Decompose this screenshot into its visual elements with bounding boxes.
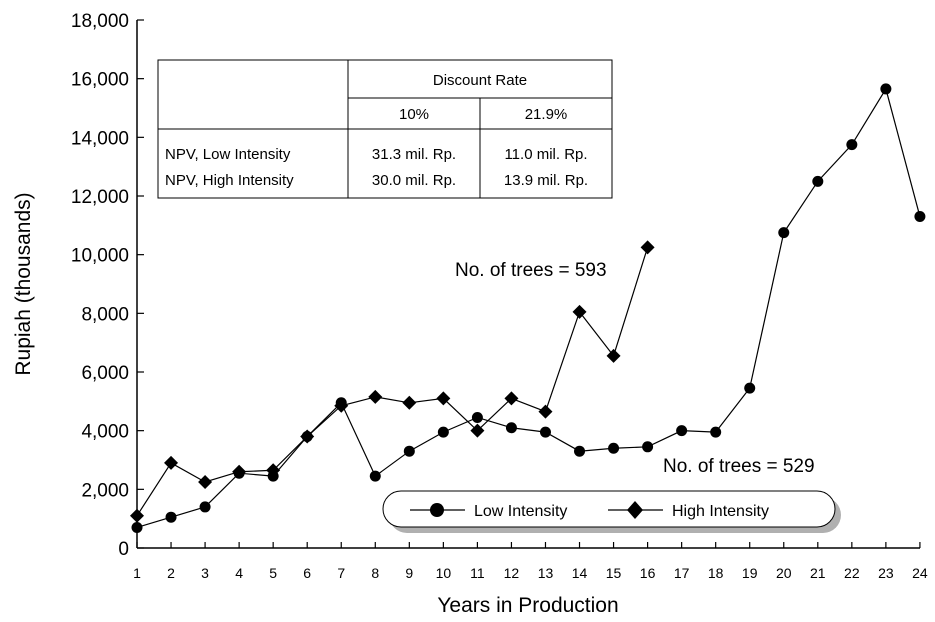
x-axis-title: Years in Production: [437, 594, 618, 617]
data-point-circle: [199, 501, 211, 513]
data-point-diamond: [436, 391, 451, 406]
y-tick-label: 14,000: [71, 128, 129, 149]
data-point-circle: [539, 426, 551, 438]
x-ticks: 1 2 3 4 5 6 7 8 9 10 11 12 13 14 15 16 17 18 19 20 21 22 23 24: [133, 542, 928, 581]
series-layer: [130, 83, 926, 533]
data-point-circle: [574, 445, 586, 457]
x-tick-label: 15: [606, 565, 622, 581]
data-point-diamond: [130, 508, 144, 523]
legend-high-marker: [627, 501, 643, 519]
axes: [136, 20, 920, 549]
data-point-diamond: [232, 464, 247, 479]
x-tick-label: 7: [337, 565, 345, 581]
data-point-diamond: [606, 348, 621, 363]
x-tick-label: 16: [640, 565, 656, 581]
data-point-diamond: [402, 395, 417, 410]
legend: Low Intensity High Intensity: [382, 490, 841, 533]
data-point-circle: [846, 139, 858, 151]
npv-header: Discount Rate: [433, 72, 527, 89]
data-point-diamond: [266, 463, 281, 478]
npv-high-10: 30.0 mil. Rp.: [372, 172, 456, 189]
y-tick-label: 6,000: [81, 363, 129, 384]
x-tick-label: 20: [776, 565, 792, 581]
x-tick-label: 6: [303, 565, 311, 581]
x-tick-label: 4: [235, 565, 243, 581]
data-point-diamond: [470, 423, 485, 438]
y-tick-label: 18,000: [71, 11, 129, 32]
data-point-diamond: [300, 429, 315, 444]
y-tick-label: 10,000: [71, 246, 129, 267]
x-tick-label: 19: [742, 565, 758, 581]
data-point-circle: [437, 426, 449, 438]
data-point-diamond: [164, 455, 179, 470]
data-point-circle: [471, 411, 483, 423]
data-point-circle: [744, 382, 756, 394]
data-point-diamond: [538, 404, 553, 419]
x-tick-label: 24: [912, 565, 928, 581]
x-tick-label: 12: [504, 565, 520, 581]
npv-low-10: 31.3 mil. Rp.: [372, 146, 456, 163]
x-tick-label: 3: [201, 565, 209, 581]
data-point-circle: [505, 422, 517, 434]
legend-high-label: High Intensity: [672, 503, 769, 520]
legend-low-marker: [430, 503, 444, 517]
npv-col-21: 21.9%: [525, 106, 568, 123]
x-tick-label: 5: [269, 565, 277, 581]
data-point-diamond: [198, 475, 213, 489]
data-point-diamond: [504, 391, 519, 406]
x-tick-label: 17: [674, 565, 690, 581]
legend-low-label: Low Intensity: [474, 503, 567, 520]
x-tick-label: 2: [167, 565, 175, 581]
annotation-low-trees: No. of trees = 529: [663, 456, 815, 477]
y-ticks: 0 2,000 4,000 6,000 8,000 10,000 12,000 14,000 1…: [71, 11, 144, 560]
y-tick-label: 16,000: [71, 70, 129, 91]
data-point-diamond: [640, 240, 655, 255]
x-tick-label: 23: [878, 565, 894, 581]
data-point-circle: [778, 227, 790, 239]
npv-low-21: 11.0 mil. Rp.: [504, 146, 587, 163]
data-point-diamond: [334, 398, 349, 413]
data-point-circle: [608, 442, 620, 454]
data-point-circle: [914, 211, 926, 223]
y-tick-label: 0: [118, 539, 129, 560]
data-point-circle: [369, 470, 381, 482]
series-line: [136, 87, 921, 529]
data-point-circle: [880, 83, 892, 95]
data-point-diamond: [368, 389, 383, 404]
x-tick-label: 9: [405, 565, 413, 581]
data-point-circle: [165, 511, 177, 523]
x-tick-label: 14: [572, 565, 588, 581]
x-tick-label: 21: [810, 565, 826, 581]
series-line: [136, 247, 649, 517]
y-tick-label: 12,000: [71, 187, 129, 208]
npv-table: Discount Rate 10% 21.9% NPV, Low Intensi…: [157, 59, 613, 199]
data-point-circle: [812, 175, 824, 187]
legend-box: [382, 490, 836, 528]
y-tick-label: 8,000: [81, 304, 129, 325]
x-tick-label: 18: [708, 565, 724, 581]
npv-row-low-label: NPV, Low Intensity: [165, 146, 291, 163]
npv-high-21: 13.9 mil. Rp.: [504, 172, 588, 189]
data-point-circle: [131, 521, 143, 533]
x-tick-label: 8: [371, 565, 379, 581]
series-high-intensity: [130, 240, 655, 523]
x-tick-label: 11: [470, 565, 485, 581]
x-tick-label: 13: [538, 565, 554, 581]
annotation-high-trees: No. of trees = 593: [455, 260, 607, 281]
y-axis-title: Rupiah (thousands): [12, 192, 35, 375]
data-point-circle: [642, 441, 654, 453]
data-point-circle: [403, 445, 415, 457]
x-tick-label: 22: [844, 565, 860, 581]
x-tick-label: 1: [133, 565, 141, 581]
y-tick-label: 4,000: [81, 422, 129, 443]
npv-col-10: 10%: [399, 106, 429, 123]
x-tick-label: 10: [436, 565, 452, 581]
data-point-circle: [710, 426, 722, 438]
npv-row-high-label: NPV, High Intensity: [165, 172, 294, 189]
data-point-circle: [676, 425, 688, 437]
y-tick-label: 2,000: [81, 480, 129, 501]
data-point-diamond: [572, 304, 587, 319]
